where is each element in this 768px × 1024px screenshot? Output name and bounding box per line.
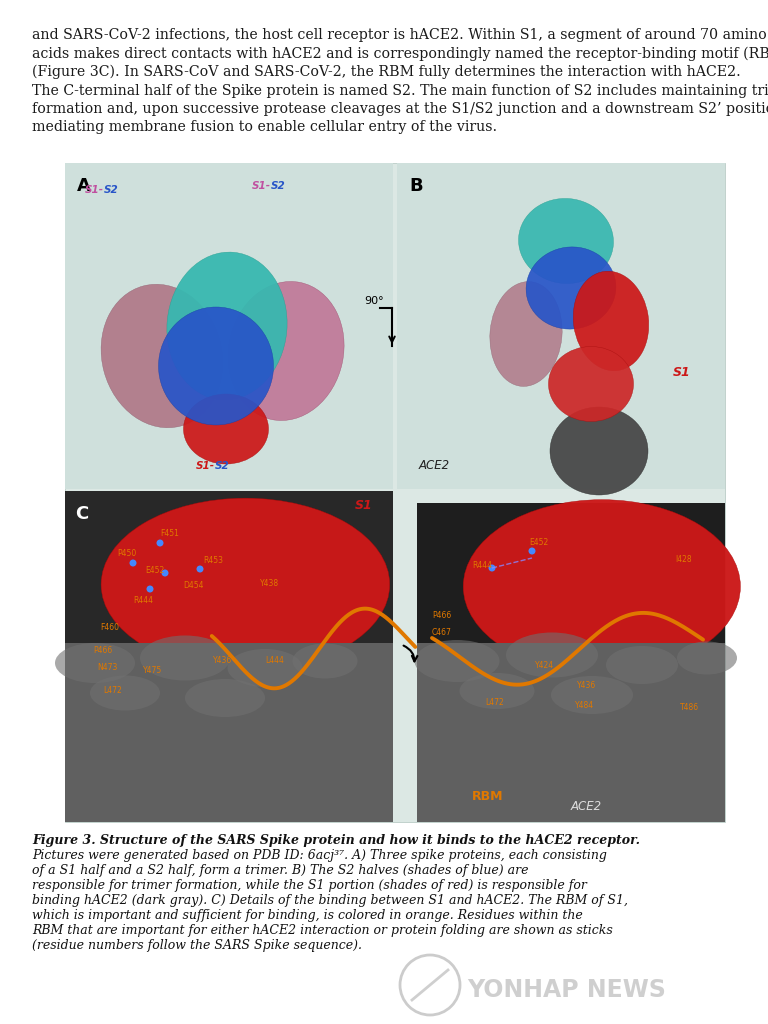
Text: Y484: Y484 xyxy=(575,701,594,710)
Ellipse shape xyxy=(184,394,269,464)
FancyBboxPatch shape xyxy=(417,503,725,822)
Text: S1-: S1- xyxy=(252,181,271,191)
Circle shape xyxy=(528,548,535,555)
Text: Y436: Y436 xyxy=(577,681,596,690)
FancyBboxPatch shape xyxy=(65,163,725,822)
Ellipse shape xyxy=(140,636,230,681)
Ellipse shape xyxy=(677,641,737,675)
Ellipse shape xyxy=(463,500,740,674)
Ellipse shape xyxy=(550,407,648,495)
Text: R444: R444 xyxy=(133,596,153,605)
Text: (Figure 3C). In SARS-CoV and SARS-CoV-2, the RBM fully determines the interactio: (Figure 3C). In SARS-CoV and SARS-CoV-2,… xyxy=(32,65,741,80)
Circle shape xyxy=(488,564,495,571)
Text: L472: L472 xyxy=(485,698,504,707)
Ellipse shape xyxy=(551,676,633,714)
Text: P450: P450 xyxy=(117,549,136,558)
Text: 90°: 90° xyxy=(364,296,384,306)
Ellipse shape xyxy=(90,676,160,711)
Text: C467: C467 xyxy=(432,628,452,637)
Text: Y424: Y424 xyxy=(535,662,554,670)
Ellipse shape xyxy=(518,199,614,284)
Text: (residue numbers follow the SARS Spike sequence).: (residue numbers follow the SARS Spike s… xyxy=(32,939,362,952)
FancyBboxPatch shape xyxy=(65,643,393,822)
Text: S2: S2 xyxy=(215,461,230,471)
Text: Figure 3. Structure of the SARS Spike protein and how it binds to the hACE2 rece: Figure 3. Structure of the SARS Spike pr… xyxy=(32,834,640,847)
Text: ACE2: ACE2 xyxy=(571,800,602,813)
Text: E452: E452 xyxy=(145,566,164,575)
Text: which is important and sufficient for binding, is colored in orange. Residues wi: which is important and sufficient for bi… xyxy=(32,909,583,922)
FancyBboxPatch shape xyxy=(397,163,725,489)
Text: of a S1 half and a S2 half, form a trimer. B) The S2 halves (shades of blue) are: of a S1 half and a S2 half, form a trime… xyxy=(32,864,528,877)
Ellipse shape xyxy=(606,646,678,684)
Text: F460: F460 xyxy=(100,623,119,632)
Text: S1-: S1- xyxy=(85,185,104,195)
Text: L472: L472 xyxy=(103,686,122,695)
Ellipse shape xyxy=(101,285,223,428)
Circle shape xyxy=(157,540,164,547)
Text: N473: N473 xyxy=(97,663,118,672)
Ellipse shape xyxy=(185,679,265,717)
Ellipse shape xyxy=(227,649,303,687)
Text: Y475: Y475 xyxy=(143,666,162,675)
Text: F451: F451 xyxy=(160,529,179,538)
Text: mediating membrane fusion to enable cellular entry of the virus.: mediating membrane fusion to enable cell… xyxy=(32,121,497,134)
Text: B: B xyxy=(409,177,422,195)
Text: A: A xyxy=(77,177,91,195)
FancyBboxPatch shape xyxy=(65,163,393,489)
Ellipse shape xyxy=(526,247,616,329)
Text: binding hACE2 (dark gray). C) Details of the binding between S1 and hACE2. The R: binding hACE2 (dark gray). C) Details of… xyxy=(32,894,628,907)
Ellipse shape xyxy=(415,640,499,682)
Text: T486: T486 xyxy=(680,703,699,712)
Ellipse shape xyxy=(490,282,562,386)
Text: Pictures were generated based on PDB ID: 6acj³⁷. A) Three spike proteins, each c: Pictures were generated based on PDB ID:… xyxy=(32,849,607,862)
Text: S2: S2 xyxy=(104,185,119,195)
Text: R453: R453 xyxy=(203,556,223,565)
Text: S1-: S1- xyxy=(196,461,215,471)
Text: S1: S1 xyxy=(355,499,372,512)
Text: Y436: Y436 xyxy=(213,656,232,665)
Text: S1: S1 xyxy=(673,366,690,379)
Text: I428: I428 xyxy=(675,555,692,564)
Ellipse shape xyxy=(548,346,634,422)
Text: ACE2: ACE2 xyxy=(419,459,450,472)
Text: formation and, upon successive protease cleavages at the S1/S2 junction and a do: formation and, upon successive protease … xyxy=(32,102,768,116)
Ellipse shape xyxy=(506,633,598,678)
Ellipse shape xyxy=(167,252,287,400)
Text: The C-terminal half of the Spike protein is named S2. The main function of S2 in: The C-terminal half of the Spike protein… xyxy=(32,84,768,97)
Text: YONHAP NEWS: YONHAP NEWS xyxy=(467,978,666,1002)
Ellipse shape xyxy=(228,282,344,421)
Ellipse shape xyxy=(158,307,273,425)
Text: RBM that are important for either hACE2 interaction or protein folding are shown: RBM that are important for either hACE2 … xyxy=(32,924,613,937)
Text: R444: R444 xyxy=(472,561,492,570)
Text: S2: S2 xyxy=(271,181,286,191)
Ellipse shape xyxy=(573,271,649,371)
Text: P466: P466 xyxy=(432,611,452,620)
Circle shape xyxy=(147,586,154,593)
Text: C: C xyxy=(75,505,88,523)
Text: D454: D454 xyxy=(183,581,204,590)
Text: Y438: Y438 xyxy=(260,579,279,588)
Text: acids makes direct contacts with hACE2 and is correspondingly named the receptor: acids makes direct contacts with hACE2 a… xyxy=(32,46,768,60)
Ellipse shape xyxy=(55,643,135,683)
Text: P466: P466 xyxy=(93,646,112,655)
Text: responsible for trimer formation, while the S1 portion (shades of red) is respon: responsible for trimer formation, while … xyxy=(32,879,587,892)
Text: RBM: RBM xyxy=(472,790,504,803)
Text: L444: L444 xyxy=(265,656,284,665)
FancyBboxPatch shape xyxy=(417,643,725,822)
Text: E452: E452 xyxy=(529,538,548,547)
Circle shape xyxy=(197,565,204,572)
FancyBboxPatch shape xyxy=(65,490,393,822)
Ellipse shape xyxy=(293,643,357,679)
Ellipse shape xyxy=(459,673,535,709)
Circle shape xyxy=(130,559,137,566)
Text: and SARS-CoV-2 infections, the host cell receptor is hACE2. Within S1, a segment: and SARS-CoV-2 infections, the host cell… xyxy=(32,28,766,42)
Ellipse shape xyxy=(101,498,389,671)
Circle shape xyxy=(161,569,168,577)
